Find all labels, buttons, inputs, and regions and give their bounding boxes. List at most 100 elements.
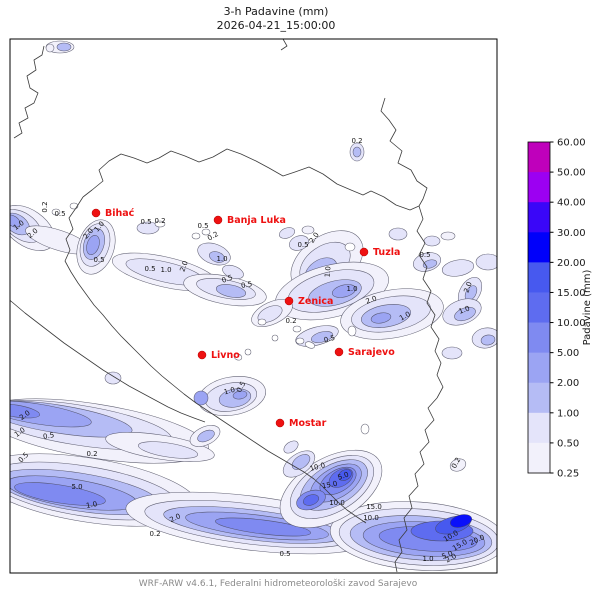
contour-blob bbox=[86, 235, 100, 255]
contour-blob bbox=[449, 514, 473, 528]
contour-blob bbox=[338, 469, 352, 481]
country-border-line bbox=[64, 196, 367, 524]
contour-blob bbox=[271, 334, 279, 342]
contour-label: 0.5 bbox=[419, 251, 430, 259]
contour-blob bbox=[449, 458, 467, 472]
city-label: Bihać bbox=[105, 208, 135, 219]
country-border-line bbox=[13, 45, 45, 139]
contour-blob bbox=[136, 221, 160, 235]
colorbar-outline bbox=[527, 141, 551, 474]
contour-label: 1.0 bbox=[85, 500, 97, 510]
contour-blob bbox=[257, 305, 283, 323]
colorbar-tick-label: 0.50 bbox=[557, 438, 579, 449]
contour-blob bbox=[197, 429, 215, 443]
colorbar-segment bbox=[528, 292, 550, 324]
contour-label: 1.0 bbox=[458, 304, 471, 315]
contour-blob bbox=[301, 225, 315, 235]
contour-blob bbox=[138, 441, 198, 459]
contour-label: 0.2 bbox=[86, 450, 97, 458]
contour-label: 0.2 bbox=[351, 137, 362, 145]
contour-label: 0.2 bbox=[41, 201, 49, 212]
contour-blob bbox=[233, 353, 243, 361]
contour-label: 1.0 bbox=[223, 386, 236, 397]
contour-label: 10.0 bbox=[363, 514, 379, 522]
contour-blob bbox=[344, 242, 356, 252]
colorbar-segment bbox=[528, 412, 550, 444]
city-label: Banja Luka bbox=[227, 215, 286, 226]
contour-label: 2.0 bbox=[462, 281, 473, 294]
colorbar-segment bbox=[528, 352, 550, 384]
colorbar-tick-label: 50.00 bbox=[557, 168, 586, 179]
contour-blob bbox=[51, 208, 61, 216]
contour-label: 0.2 bbox=[149, 530, 160, 538]
contour-blob bbox=[475, 253, 497, 271]
contour-blob bbox=[423, 235, 441, 247]
contour-label: 2.0 bbox=[178, 260, 189, 273]
colorbar-tick-label: 15.00 bbox=[557, 288, 586, 299]
colorbar-segment bbox=[528, 262, 550, 293]
colorbar-segment bbox=[528, 172, 550, 203]
contour-blob bbox=[360, 423, 370, 435]
map-inner: 0.2 1.0 2.0 0.5 2.0 1.0 0.5 0.5 0.2 0.5 1.0 2.0 0.5 0… bbox=[10, 39, 497, 573]
contour-label: 0.5 bbox=[297, 241, 308, 249]
colorbar-tick-label: 2.00 bbox=[557, 378, 579, 389]
colorbar-tick-label: 20.00 bbox=[557, 258, 586, 269]
contour-blob bbox=[303, 494, 319, 506]
contour-blob bbox=[232, 390, 248, 400]
city-marker bbox=[197, 350, 207, 360]
contour-label: 0.5 bbox=[197, 222, 208, 230]
contour-label: 2.0 bbox=[365, 294, 378, 305]
contour-blob bbox=[215, 284, 247, 298]
chart-title: 3-h Padavine (mm) 2026-04-21_15:00:00 bbox=[0, 5, 552, 33]
map-frame bbox=[9, 38, 498, 574]
city-markers: Bihać Banja Luka Tuzla Zenica Sarajevo Livno M… bbox=[91, 208, 400, 429]
city-label: Sarajevo bbox=[348, 347, 395, 358]
contour-label: 0.5 bbox=[144, 265, 155, 273]
colorbar-segment bbox=[528, 382, 550, 414]
contour-label: 1.0 bbox=[216, 255, 227, 263]
contour-label: 1.0 bbox=[160, 266, 171, 274]
contour-label: 0.5 bbox=[221, 273, 234, 284]
contour-blob bbox=[10, 403, 40, 419]
contour-label: 0.5 bbox=[240, 280, 252, 290]
contour-label: 15.0 bbox=[321, 480, 338, 491]
colorbar-tick-label: 10.00 bbox=[557, 318, 586, 329]
contour-blob bbox=[295, 337, 305, 345]
city-marker bbox=[359, 247, 369, 257]
contour-blob bbox=[441, 259, 475, 277]
contour-label: 0.5 bbox=[54, 210, 65, 218]
contour-blob bbox=[304, 341, 316, 349]
city-marker bbox=[284, 296, 294, 306]
contour-blob bbox=[222, 264, 244, 280]
contour-label: 5.0 bbox=[71, 483, 82, 491]
title-line1: 3-h Padavine (mm) bbox=[223, 5, 329, 18]
contour-label: 0.2 bbox=[285, 317, 296, 325]
city-marker bbox=[275, 418, 285, 428]
city-marker bbox=[91, 208, 101, 218]
contour-blob bbox=[311, 331, 333, 343]
city-label: Livno bbox=[211, 350, 240, 361]
colorbar-tick-label: 0.25 bbox=[557, 469, 579, 480]
country-border-line bbox=[416, 205, 444, 399]
contour-blob bbox=[370, 312, 392, 324]
contour-blob bbox=[201, 228, 211, 236]
contour-blob bbox=[14, 482, 106, 506]
contour-label: 0.5 bbox=[93, 256, 104, 264]
country-borders bbox=[10, 39, 444, 573]
colorbar-axis-label: Padavine (mm) bbox=[582, 269, 593, 345]
contour-blob bbox=[257, 318, 267, 326]
contour-label: 1.0 bbox=[324, 266, 333, 278]
colorbar-segment bbox=[528, 202, 550, 233]
colorbar-segment bbox=[528, 322, 550, 354]
contour-label: 5.0 bbox=[441, 549, 454, 560]
contour-blob bbox=[454, 306, 476, 322]
contour-blob bbox=[292, 325, 302, 333]
country-border-line bbox=[394, 397, 438, 573]
contour-label: 1.0 bbox=[422, 555, 433, 563]
precipitation-blobs bbox=[10, 40, 497, 571]
city-label: Tuzla bbox=[373, 247, 400, 258]
contour-blob bbox=[289, 235, 309, 251]
city-label: Mostar bbox=[289, 418, 327, 429]
contour-label: 10.0 bbox=[329, 499, 345, 507]
